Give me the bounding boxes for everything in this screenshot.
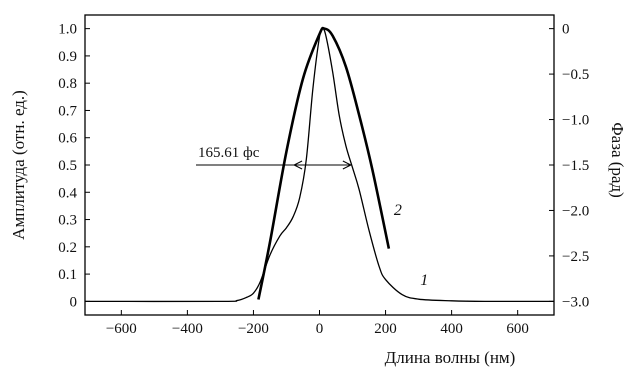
- x-tick-label: −400: [172, 321, 203, 337]
- curve-label-1: 1: [420, 272, 428, 289]
- y-axis-right: 0 −0.5 −1.0 −1.5 −2.0 −2.5 −3.0: [549, 22, 589, 310]
- x-tick-label: 600: [506, 321, 529, 337]
- y-left-tick-label: 0.6: [58, 131, 77, 147]
- x-tick-label: −200: [238, 321, 269, 337]
- x-axis-title: Длина волны (нм): [385, 348, 516, 367]
- y-right-tick-label: −0.5: [562, 67, 589, 83]
- y-left-tick-label: 0.2: [58, 240, 77, 256]
- y-right-tick-label: −1.0: [562, 113, 589, 129]
- y-right-tick-label: −2.5: [562, 249, 589, 265]
- y-axis-left: 0 0.1 0.2 0.3 0.4 0.5 0.6 0.7 0.8 0.9 1.0: [58, 22, 90, 310]
- y-left-tick-label: 0.7: [58, 103, 77, 119]
- y-left-tick-label: 0.1: [58, 267, 77, 283]
- y-right-tick-label: −3.0: [562, 294, 589, 310]
- x-axis: −600 −400 −200 0 200 400 600: [106, 310, 529, 337]
- series-layer: [84, 26, 555, 303]
- curve-label-2: 2: [394, 202, 402, 219]
- y-left-tick-label: 0.5: [58, 158, 77, 174]
- x-tick-label: −600: [106, 321, 137, 337]
- y-right-tick-label: −1.5: [562, 158, 589, 174]
- x-tick-label: 200: [374, 321, 397, 337]
- x-tick-label: 0: [316, 321, 324, 337]
- y-left-tick-label: 0: [70, 294, 78, 310]
- y-left-tick-label: 0.8: [58, 76, 77, 92]
- fwhm-arrowhead-left: [292, 160, 303, 170]
- y-right-tick-label: 0: [562, 22, 570, 38]
- fwhm-label: 165.61 фс: [198, 145, 260, 161]
- fwhm-arrowhead-right: [342, 160, 352, 170]
- x-tick-label: 400: [440, 321, 463, 337]
- y-left-tick-label: 0.3: [58, 213, 77, 229]
- y-left-tick-label: 0.9: [58, 49, 77, 65]
- y-left-tick-label: 0.4: [58, 185, 77, 201]
- annotation-layer: 165.61 фс 2 1: [196, 145, 428, 289]
- series-2-line: [257, 26, 391, 300]
- y-left-tick-label: 1.0: [58, 22, 77, 38]
- y-axis-left-title: Амплитуда (отн. ед.): [9, 90, 28, 240]
- y-axis-right-title: Фаза (рад): [608, 122, 625, 198]
- y-right-tick-label: −2.0: [562, 203, 589, 219]
